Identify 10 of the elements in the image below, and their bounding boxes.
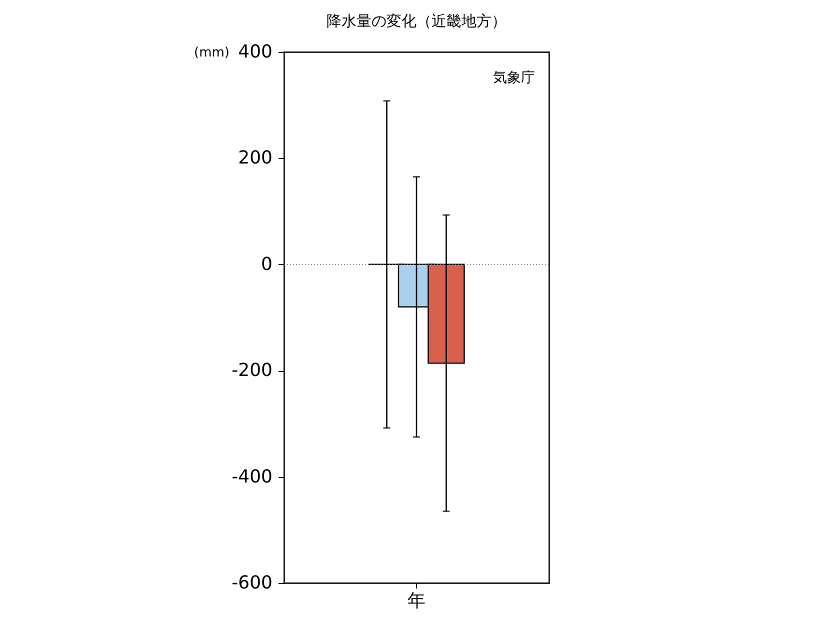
y-tick-label: 0 — [261, 254, 272, 275]
chart-title: 降水量の変化（近畿地方） — [326, 12, 506, 30]
x-tick-label: 年 — [408, 590, 426, 612]
y-tick-label: -200 — [232, 360, 272, 382]
y-tick-label: -600 — [232, 572, 272, 594]
y-tick-label: 200 — [238, 148, 272, 169]
y-tick-label: -400 — [232, 466, 272, 488]
y-tick-label: 400 — [238, 42, 272, 62]
annotation: 気象庁 — [493, 70, 535, 86]
y-axis-title: (mm) — [194, 46, 230, 60]
